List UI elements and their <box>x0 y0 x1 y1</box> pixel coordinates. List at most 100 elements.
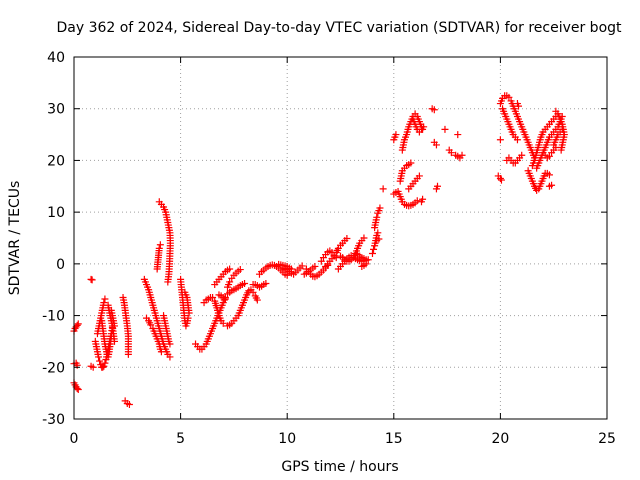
data-point-marker <box>209 293 217 301</box>
data-point-marker <box>99 363 107 371</box>
data-point-marker <box>513 136 521 144</box>
x-tick-label: 20 <box>491 431 509 447</box>
data-track <box>368 229 382 258</box>
data-point-marker <box>219 319 227 327</box>
data-point-marker <box>343 235 351 243</box>
data-point-marker <box>96 357 104 365</box>
data-point-marker <box>101 295 109 303</box>
data-point-marker <box>368 250 376 258</box>
data-track <box>211 265 234 289</box>
y-tick-label: -20 <box>42 360 65 376</box>
axis-ticks <box>73 56 608 420</box>
data-point-marker <box>434 182 442 190</box>
data-track <box>224 266 244 291</box>
y-tick-label: 10 <box>47 205 65 221</box>
data-point-marker <box>454 131 462 139</box>
data-point-marker <box>360 234 368 242</box>
data-point-marker <box>392 131 400 139</box>
data-track <box>528 110 562 170</box>
data-point-marker <box>515 102 523 110</box>
data-point-marker <box>373 213 381 221</box>
data-track <box>300 262 319 278</box>
data-track <box>552 107 568 154</box>
data-point-marker <box>166 353 174 361</box>
data-point-marker <box>407 159 415 167</box>
data-track <box>503 151 526 167</box>
chart-title: Day 362 of 2024, Sidereal Day-to-day VTE… <box>56 20 622 36</box>
data-point-marker <box>420 123 428 131</box>
data-point-marker <box>545 171 553 179</box>
data-point-marker <box>413 197 421 205</box>
data-point-marker <box>370 245 378 253</box>
data-track <box>358 260 370 270</box>
data-point-marker <box>73 321 81 329</box>
x-tick-label: 0 <box>70 431 79 447</box>
data-point-marker <box>375 235 383 243</box>
data-track <box>496 92 539 162</box>
data-track <box>119 293 132 358</box>
data-track <box>394 187 421 210</box>
data-point-marker <box>147 321 155 329</box>
data-track <box>379 185 387 193</box>
data-track <box>524 167 553 194</box>
data-point-marker <box>518 151 526 159</box>
data-point-marker <box>376 204 384 212</box>
data-point-marker <box>74 386 82 394</box>
data-track <box>409 115 428 136</box>
data-track <box>432 182 442 193</box>
x-tick-label: 10 <box>278 431 296 447</box>
data-point-marker <box>111 322 119 330</box>
data-track <box>87 362 97 371</box>
data-track <box>390 131 400 144</box>
data-track <box>155 198 174 286</box>
data-track <box>121 397 133 409</box>
y-tick-label: 20 <box>47 153 65 169</box>
data-track <box>445 146 455 157</box>
data-point-marker <box>95 353 103 361</box>
data-track <box>224 286 261 330</box>
data-track <box>226 280 249 296</box>
data-track <box>441 125 449 133</box>
data-track <box>499 105 521 144</box>
grid <box>74 57 607 419</box>
data-point-marker <box>236 266 244 274</box>
data-track <box>418 195 427 206</box>
data-track <box>454 131 462 139</box>
data-point-marker <box>548 181 556 189</box>
data-track <box>513 100 523 110</box>
data-track <box>317 247 340 265</box>
data-points <box>70 92 568 409</box>
data-point-marker <box>101 359 109 367</box>
x-tick-labels: 0 5 10 15 20 25 <box>70 431 616 447</box>
data-track <box>181 288 193 317</box>
data-track <box>371 204 384 232</box>
data-point-marker <box>330 252 338 260</box>
data-point-marker <box>298 262 306 270</box>
data-track <box>452 151 466 162</box>
data-point-marker <box>73 384 81 392</box>
data-point-marker <box>184 314 192 322</box>
data-point-marker <box>430 106 438 114</box>
data-track <box>496 136 504 144</box>
data-point-marker <box>379 185 387 193</box>
data-point-marker <box>496 175 504 183</box>
data-point-marker <box>458 151 466 159</box>
data-track <box>107 306 119 330</box>
data-track <box>396 159 415 185</box>
data-point-marker <box>185 309 193 317</box>
data-track <box>70 379 82 394</box>
data-track <box>322 235 351 270</box>
data-point-marker <box>241 280 249 288</box>
data-point-marker <box>100 362 108 370</box>
data-point-marker <box>419 195 427 203</box>
data-track <box>142 314 165 356</box>
y-tick-labels: -30 -20 -10 0 10 20 30 40 <box>42 50 65 428</box>
x-axis-label: GPS time / hours <box>281 459 398 475</box>
data-track <box>70 320 82 335</box>
data-point-marker <box>111 337 119 345</box>
data-track <box>545 181 556 190</box>
data-track <box>200 293 227 327</box>
data-point-marker <box>496 136 504 144</box>
plot-frame <box>73 56 608 420</box>
x-tick-label: 25 <box>598 431 616 447</box>
